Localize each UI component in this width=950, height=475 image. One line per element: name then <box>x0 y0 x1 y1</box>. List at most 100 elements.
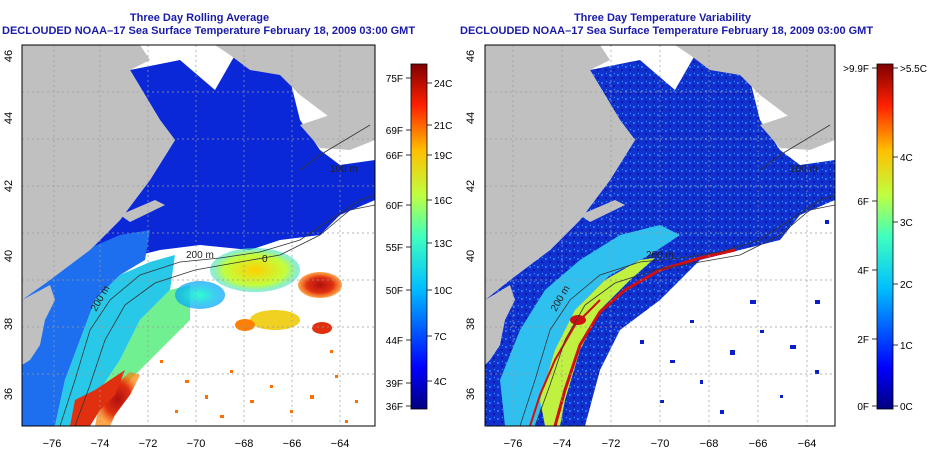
left-ocean-cold <box>22 55 375 426</box>
right-shelf-cyan <box>500 225 680 426</box>
left-lon-74: −74 <box>91 438 110 450</box>
right-cb-f-4: 4F <box>857 266 869 277</box>
left-contour-label-200: 200 m <box>186 250 214 261</box>
right-lon-76: −76 <box>504 438 523 450</box>
left-lon-72: −72 <box>139 438 158 450</box>
right-lat-36: 36 <box>465 388 477 400</box>
left-cb-f-39: 39F <box>386 379 403 390</box>
left-yellow-eddy-2 <box>250 310 300 330</box>
left-cb-c-10: 10C <box>434 286 452 297</box>
left-yellow-eddy <box>210 248 300 292</box>
left-lon-68: −68 <box>235 438 254 450</box>
left-cb-c-16: 16C <box>434 196 452 207</box>
left-map-frame <box>21 44 376 427</box>
right-cb-c-3: 3C <box>900 218 913 229</box>
left-colorbar-gradient <box>410 63 428 410</box>
right-cb-f-6: 6F <box>857 197 869 208</box>
left-cb-f-44: 44F <box>386 336 403 347</box>
right-contour-label-200: 200 m <box>646 250 674 261</box>
left-map <box>22 45 375 426</box>
right-map <box>485 45 835 426</box>
left-land-us <box>22 45 175 300</box>
left-cb-f-75: 75F <box>386 74 403 85</box>
left-cb-c-4: 4C <box>434 377 447 388</box>
right-cb-c-2: 2C <box>900 280 913 291</box>
right-lon-64: −64 <box>798 438 817 450</box>
right-lat-42: 42 <box>465 180 477 192</box>
left-lat-42: 42 <box>3 180 15 192</box>
left-lat-36: 36 <box>3 388 15 400</box>
right-contour-label-100: 100 m <box>790 164 818 175</box>
right-bathy-contours <box>519 124 835 426</box>
left-cb-f-66: 66F <box>386 151 403 162</box>
right-colorbar: >9.9F 6F 4F 2F 0F >5.5C 4C 3C 2C 1C 0C <box>843 63 927 413</box>
right-lon-68: −68 <box>700 438 719 450</box>
left-lat-axis: 46 44 42 40 38 36 <box>3 50 15 400</box>
left-cb-c-7: 7C <box>434 332 447 343</box>
right-land-canada <box>675 45 835 125</box>
left-lat-46: 46 <box>3 50 15 62</box>
right-grid <box>485 45 835 426</box>
left-lon-70: −70 <box>187 438 206 450</box>
left-cb-c-19: 19C <box>434 151 452 162</box>
left-lat-38: 38 <box>3 318 15 330</box>
left-red-eddy <box>298 272 342 298</box>
left-title-line2: DECLOUDED NOAA–17 Sea Surface Temperatur… <box>2 25 416 37</box>
right-lon-72: −72 <box>602 438 621 450</box>
right-lat-38: 38 <box>465 318 477 330</box>
right-title-line1: Three Day Temperature Variability <box>573 12 752 24</box>
left-land-canada <box>215 45 375 125</box>
right-land-longisland <box>580 200 625 222</box>
right-lon-66: −66 <box>749 438 768 450</box>
right-lat-44: 44 <box>465 112 477 124</box>
left-lat-44: 44 <box>3 112 15 124</box>
left-bathy-contours <box>59 124 375 426</box>
left-land-nova-scotia <box>300 95 375 150</box>
left-lon-66: −66 <box>283 438 302 450</box>
right-colorbar-gradient <box>876 63 894 410</box>
right-land-us <box>485 45 635 300</box>
right-cb-f-2: 2F <box>857 335 869 346</box>
left-orange-blob <box>235 319 255 331</box>
left-lon-76: −76 <box>43 438 62 450</box>
right-title-line2: DECLOUDED NOAA–17 Sea Surface Temperatur… <box>460 25 874 37</box>
left-land-longisland <box>120 200 165 222</box>
right-land-peninsula <box>485 285 515 365</box>
right-lon-74: −74 <box>553 438 572 450</box>
left-grid <box>22 45 375 426</box>
left-land-peninsula <box>22 285 55 365</box>
left-cb-f-36: 36F <box>386 402 403 413</box>
left-slope-green <box>100 285 190 400</box>
right-front-red <box>553 248 736 426</box>
right-cb-c-0: 0C <box>900 402 913 413</box>
left-cb-c-13: 13C <box>434 239 452 250</box>
right-map-frame <box>484 44 836 427</box>
left-speckles <box>160 350 358 423</box>
left-lon-64: −64 <box>331 438 350 450</box>
left-cb-f-55: 55F <box>386 243 403 254</box>
right-lon-70: −70 <box>651 438 670 450</box>
left-red-eddy-2 <box>312 322 332 334</box>
right-lat-46: 46 <box>465 50 477 62</box>
left-cyan-eddy <box>175 281 225 309</box>
right-speckles <box>640 220 829 414</box>
left-cb-c-24: 24C <box>434 79 452 90</box>
right-land-nova-scotia <box>760 95 835 150</box>
right-cb-f-0: 0F <box>857 402 869 413</box>
right-lon-axis: −76 −74 −72 −70 −68 −66 −64 <box>504 438 817 450</box>
left-contour-label-0: 0 <box>262 254 268 265</box>
right-cb-f-max: >9.9F <box>843 64 869 75</box>
left-cb-f-60: 60F <box>386 201 403 212</box>
left-cb-f-50: 50F <box>386 286 403 297</box>
left-lon-axis: −76 −74 −72 −70 −68 −66 −64 <box>43 438 350 450</box>
left-lat-40: 40 <box>3 250 15 262</box>
left-contour-label-100: 100 m <box>330 164 358 175</box>
right-cb-c-max: >5.5C <box>900 64 927 75</box>
left-shelf-cyan <box>55 255 175 426</box>
left-warm-patch-2 <box>70 370 125 426</box>
left-gulfstream <box>95 372 140 426</box>
right-cb-c-1: 1C <box>900 341 913 352</box>
right-lat-axis: 46 44 42 40 38 36 <box>465 50 477 400</box>
right-front-yellow <box>540 258 655 426</box>
